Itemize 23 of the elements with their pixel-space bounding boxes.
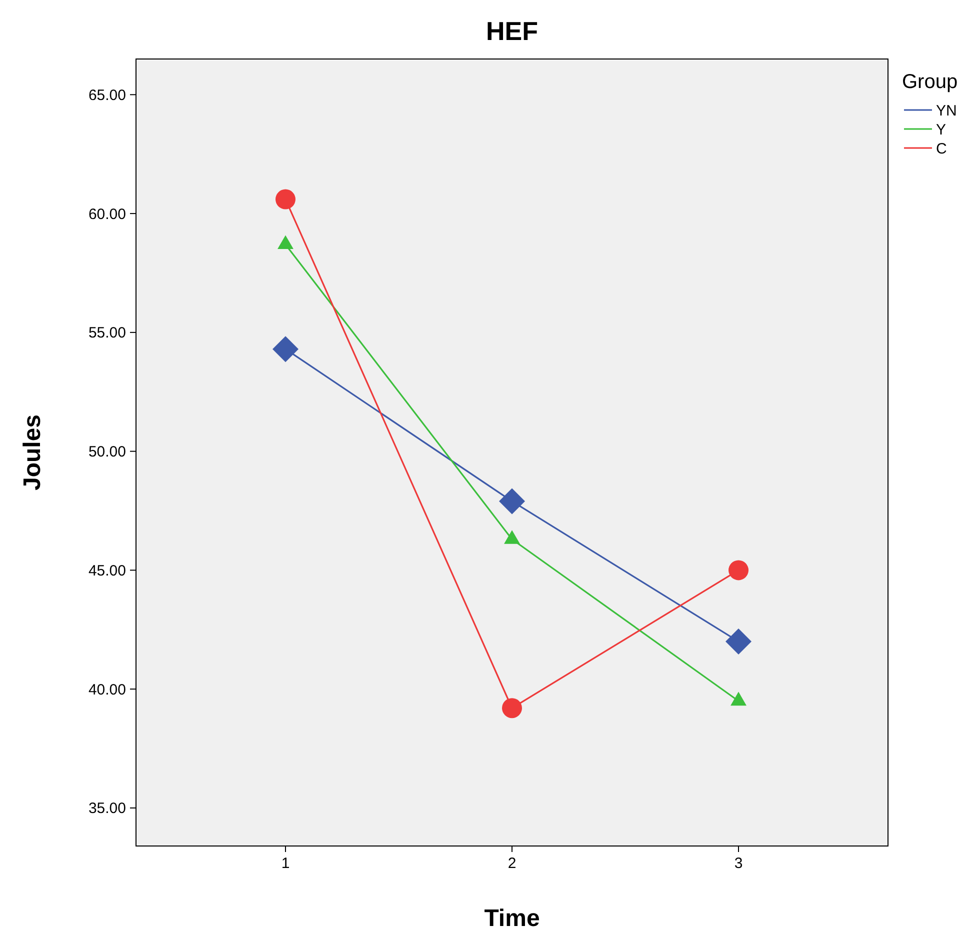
- x-tick-label: 1: [281, 855, 290, 872]
- point: [272, 336, 298, 362]
- legend-title: Group: [902, 71, 958, 93]
- point: [502, 698, 522, 718]
- x-axis-title: Time: [484, 905, 540, 929]
- point: [499, 488, 525, 514]
- y-tick-label: 40.00: [88, 681, 126, 698]
- x-tick-label: 2: [508, 855, 516, 872]
- y-tick-label: 55.00: [88, 324, 126, 342]
- chart-title: HEF: [486, 16, 538, 46]
- point: [728, 560, 749, 580]
- point: [726, 628, 752, 655]
- y-tick-label: 35.00: [88, 800, 126, 818]
- y-tick-label: 60.00: [88, 206, 126, 223]
- x-tick-label: 3: [734, 855, 743, 872]
- point: [275, 189, 296, 210]
- legend-label: Y: [936, 121, 946, 138]
- y-tick-label: 45.00: [88, 562, 126, 580]
- y-tick-label: 65.00: [88, 86, 126, 104]
- y-tick-label: 50.00: [88, 444, 126, 461]
- legend-label: YN: [936, 102, 957, 120]
- y-axis-title: Joules: [19, 414, 46, 491]
- legend-label: C: [936, 140, 947, 158]
